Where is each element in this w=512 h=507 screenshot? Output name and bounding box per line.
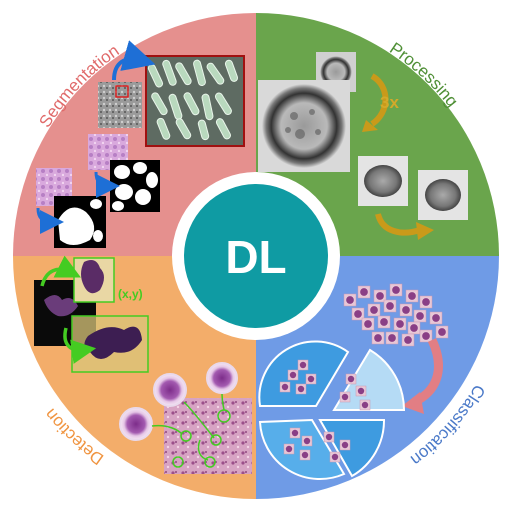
classification-pie-cell-thumbnail <box>339 391 351 403</box>
center-label: DL <box>225 231 286 283</box>
classification-pie-cell-thumbnail <box>355 385 367 397</box>
processing-content: 3x <box>258 52 468 240</box>
classification-cell-thumbnail <box>377 315 391 329</box>
classification-pie-cell-thumbnail <box>301 435 313 447</box>
classification-content <box>258 283 449 481</box>
classification-cell-cluster <box>343 283 449 347</box>
classification-pie-cell-thumbnail <box>359 399 371 411</box>
classification-pie-cell-thumbnail <box>289 427 301 439</box>
classification-cell-thumbnail <box>401 333 415 347</box>
classification-pie-cell-thumbnail <box>305 373 317 385</box>
detection-coord-label: (x,y) <box>118 287 143 301</box>
classification-cell-thumbnail <box>385 331 399 345</box>
classification-group-3 <box>318 419 386 478</box>
classification-pie-cell-thumbnail <box>345 373 357 385</box>
classification-cell-thumbnail <box>407 321 421 335</box>
classification-cell-thumbnail <box>405 289 419 303</box>
detection-cell-thumbnail-2 <box>206 362 238 394</box>
detection-connectors <box>151 393 225 461</box>
detection-content: (x,y) <box>34 255 252 474</box>
green-curved-arrow-icon <box>63 327 97 364</box>
classification-pie-cell-thumbnail <box>295 383 307 395</box>
processing-nucleus-image-1 <box>358 156 408 206</box>
classification-group-4 <box>258 418 346 481</box>
classification-cell-thumbnail <box>419 295 433 309</box>
detection-cell-thumbnail-1 <box>153 373 187 407</box>
classification-pie-cell-thumbnail <box>299 449 311 461</box>
classification-cell-thumbnail <box>373 289 387 303</box>
gold-curved-arrow-icon <box>370 73 389 127</box>
classification-cell-thumbnail <box>367 303 381 317</box>
segmentation-source-image <box>98 82 142 128</box>
segmentation-content <box>36 40 245 248</box>
segmentation-mask-2 <box>54 196 106 248</box>
center-circle <box>184 184 328 328</box>
classification-pie-cell-thumbnail <box>323 431 335 443</box>
classification-group-1 <box>332 348 406 411</box>
classification-cell-thumbnail <box>429 311 443 325</box>
classification-cell-thumbnail <box>393 317 407 331</box>
blue-curved-arrow-icon <box>112 40 156 81</box>
processing-nucleus-image-2 <box>418 170 468 220</box>
detection-crop-1 <box>73 257 115 303</box>
classification-cell-thumbnail <box>419 329 433 343</box>
classification-cell-thumbnail <box>435 325 449 339</box>
classification-pie-cell-thumbnail <box>297 359 309 371</box>
classification-pie-cell-thumbnail <box>283 443 295 455</box>
blue-curved-arrow-icon <box>94 171 120 198</box>
gold-curved-arrow-icon <box>375 213 421 236</box>
classification-pie-cell-thumbnail <box>339 439 351 451</box>
classification-cell-thumbnail <box>383 299 397 313</box>
processing-large-cell-image <box>258 80 350 172</box>
classification-cell-thumbnail <box>399 303 413 317</box>
classification-pie-cell-thumbnail <box>329 451 341 463</box>
segmentation-zoomed-image <box>145 55 245 147</box>
green-curved-arrow-icon <box>40 255 81 287</box>
segmentation-mask-1 <box>110 160 160 212</box>
detection-tissue-image <box>164 398 252 474</box>
segmentation-zoom-box <box>115 85 129 98</box>
processing-scale-label: 3x <box>380 93 399 112</box>
classification-cell-thumbnail <box>351 307 365 321</box>
classification-cell-thumbnail <box>361 317 375 331</box>
classification-cell-thumbnail <box>343 293 357 307</box>
detection-markers <box>172 409 231 468</box>
classification-cell-thumbnail <box>413 309 427 323</box>
detection-cell-thumbnail-3 <box>119 407 153 441</box>
classification-cell-thumbnail <box>357 285 371 299</box>
blue-curved-arrow-icon <box>36 207 64 234</box>
detection-crop-2 <box>71 315 149 373</box>
classification-pie-cell-thumbnail <box>279 381 291 393</box>
classification-pie-cells <box>279 359 371 463</box>
classification-cell-thumbnail <box>371 331 385 345</box>
classification-pie-cell-thumbnail <box>287 369 299 381</box>
classification-cell-thumbnail <box>389 283 403 297</box>
